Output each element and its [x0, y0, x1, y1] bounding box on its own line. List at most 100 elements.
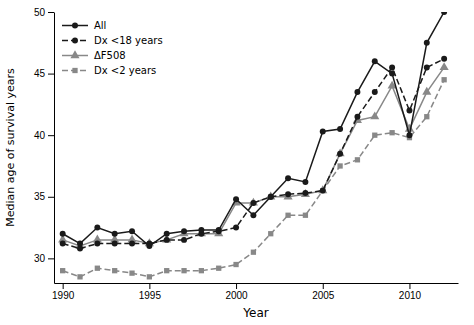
x-tick: 1990	[52, 283, 75, 301]
point	[424, 114, 429, 119]
point	[129, 270, 134, 275]
point	[147, 274, 152, 279]
x-tick-label: 2000	[225, 290, 248, 301]
point	[268, 194, 274, 200]
point	[251, 250, 256, 255]
point	[285, 175, 291, 181]
y-tick-mark	[48, 12, 54, 13]
point	[250, 212, 256, 218]
point	[164, 237, 170, 243]
point	[441, 12, 447, 15]
point	[129, 241, 135, 247]
legend-marker	[72, 38, 78, 44]
y-tick: 35	[34, 191, 54, 202]
point	[60, 241, 66, 247]
x-tick-label: 1990	[52, 290, 75, 301]
x-tick-mark	[149, 283, 150, 289]
point	[181, 228, 187, 234]
point	[440, 62, 449, 70]
legend-item: ΔF508	[62, 50, 126, 61]
point	[302, 190, 308, 196]
series	[60, 77, 447, 279]
point	[320, 129, 326, 135]
y-tick-label: 40	[34, 130, 46, 141]
point	[94, 241, 100, 247]
x-axis-line	[55, 283, 459, 284]
y-tick: 45	[34, 68, 54, 79]
point	[389, 130, 394, 135]
point	[441, 56, 447, 62]
point	[77, 274, 82, 279]
point	[303, 213, 308, 218]
x-tick-label: 2005	[312, 290, 335, 301]
point	[337, 151, 343, 157]
point	[164, 268, 169, 273]
point	[164, 231, 170, 237]
line	[63, 12, 444, 246]
legend-label: Dx <2 years	[94, 65, 156, 76]
y-tick-mark	[48, 74, 54, 75]
point	[112, 241, 118, 247]
legend-label: ΔF508	[94, 50, 126, 61]
legend-marker	[70, 50, 79, 58]
point	[77, 241, 83, 247]
y-tick-mark	[48, 197, 54, 198]
point	[146, 243, 152, 249]
y-tick-label: 45	[34, 68, 46, 79]
point	[372, 89, 378, 95]
point	[129, 228, 135, 234]
point	[233, 225, 239, 231]
x-tick-mark	[236, 283, 237, 289]
x-tick-label: 1995	[139, 290, 162, 301]
legend-label: All	[94, 20, 106, 31]
legend-marker	[72, 68, 77, 73]
point	[302, 179, 308, 185]
point	[337, 163, 342, 168]
point	[406, 108, 412, 114]
point	[181, 268, 186, 273]
point	[354, 89, 360, 95]
point	[424, 64, 430, 70]
series	[58, 62, 449, 249]
y-tick: 50	[34, 7, 54, 18]
point	[198, 227, 204, 233]
x-tick-label: 2010	[399, 290, 422, 301]
x-tick-mark	[323, 283, 324, 289]
point	[422, 87, 431, 95]
y-axis-title: Median age of survival years	[4, 68, 17, 227]
point	[199, 268, 204, 273]
legend-label: Dx <18 years	[94, 35, 163, 46]
y-axis-line	[54, 13, 55, 284]
y-tick-label: 50	[34, 7, 46, 18]
legend-marker	[72, 23, 78, 29]
point	[60, 231, 66, 237]
point	[233, 262, 238, 267]
y-tick-mark	[48, 135, 54, 136]
point	[285, 191, 291, 197]
point	[337, 126, 343, 132]
x-tick-mark	[63, 283, 64, 289]
legend-item: Dx <2 years	[62, 65, 156, 76]
point	[112, 231, 118, 237]
point	[250, 200, 256, 206]
line	[63, 59, 444, 249]
x-tick-mark	[409, 283, 410, 289]
point	[370, 111, 379, 119]
point	[60, 268, 65, 273]
point	[372, 133, 377, 138]
point	[216, 227, 222, 233]
chart: 199019952000200520103035404550AllDx <18 …	[0, 0, 474, 325]
y-tick: 40	[34, 130, 54, 141]
legend-item: All	[62, 20, 106, 31]
point	[216, 266, 221, 271]
point	[320, 188, 326, 194]
point	[355, 157, 360, 162]
point	[285, 213, 290, 218]
series	[60, 12, 447, 249]
point	[94, 225, 100, 231]
legend-item: Dx <18 years	[62, 35, 163, 46]
point	[181, 237, 187, 243]
line	[63, 80, 444, 277]
point	[389, 64, 395, 70]
x-tick: 2000	[225, 283, 248, 301]
